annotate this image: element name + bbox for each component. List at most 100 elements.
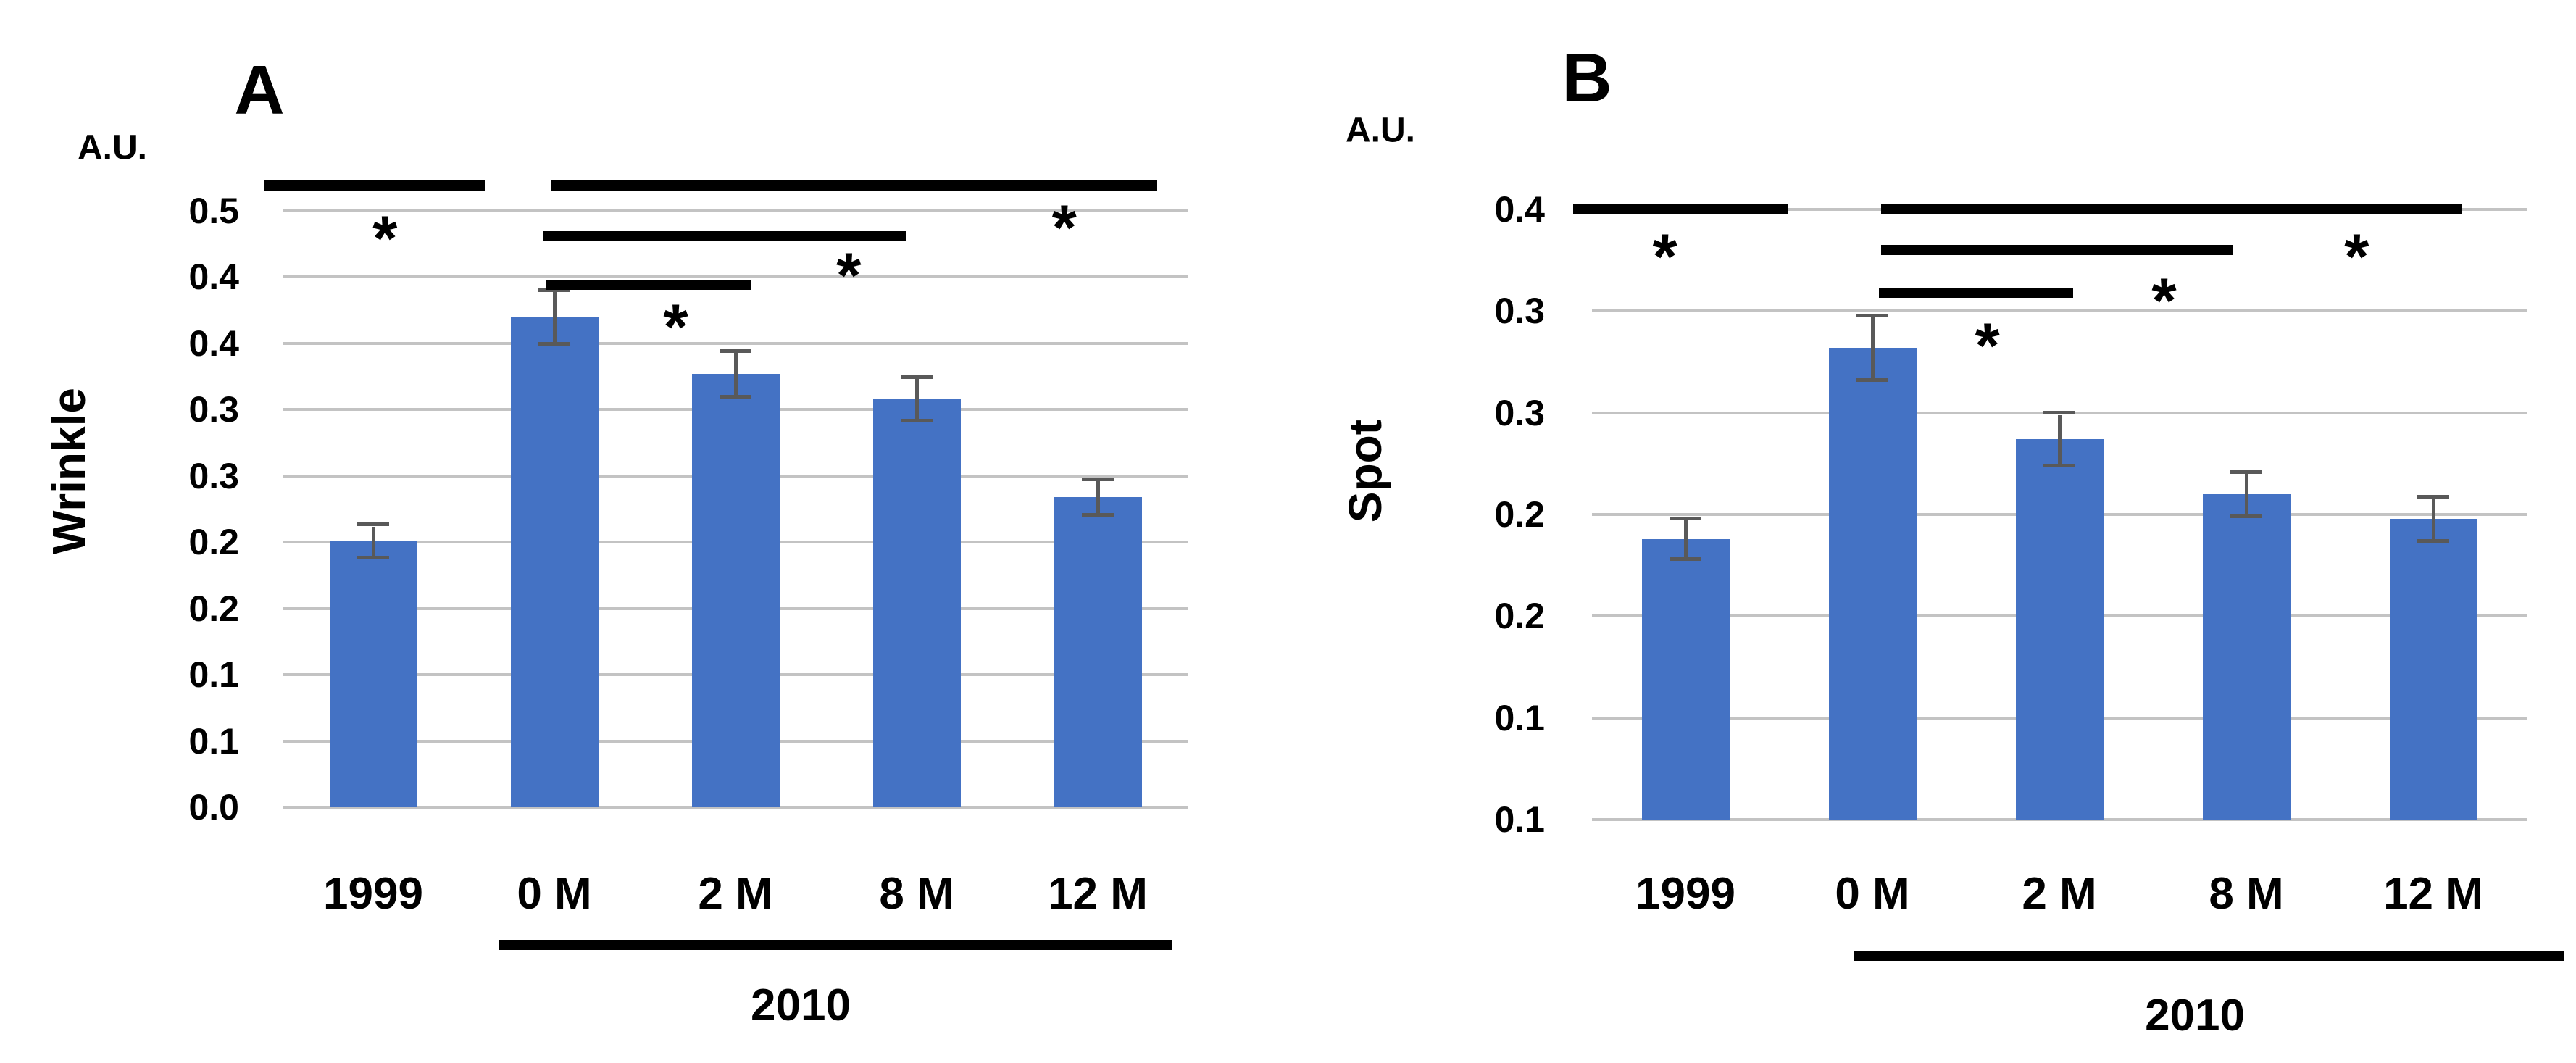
significance-bar xyxy=(264,180,485,191)
y-tick-label: 0.2 xyxy=(1494,494,1545,535)
error-bar-cap-top xyxy=(901,375,933,379)
x-category-label: 8 M xyxy=(2209,869,2284,919)
error-bar-line xyxy=(2245,474,2248,514)
x-category-label: 12 M xyxy=(2383,869,2483,919)
error-bar-cap-top xyxy=(1856,314,1888,317)
bar-8m xyxy=(873,399,961,807)
x-category-label: 2 M xyxy=(698,869,773,919)
bar-2m xyxy=(2016,439,2104,820)
panel-title-a: A xyxy=(234,51,285,129)
bar-1999 xyxy=(1642,539,1730,820)
gridline xyxy=(283,275,1188,278)
error-bar-cap-top xyxy=(1082,478,1114,481)
x-category-label: 2 M xyxy=(2022,869,2097,919)
plot-area-a xyxy=(264,180,1188,809)
error-bar-cap-bottom xyxy=(2230,514,2262,518)
significance-star: * xyxy=(2151,264,2177,337)
y-tick-label: 0.5 xyxy=(188,191,239,231)
significance-star: * xyxy=(663,291,688,363)
error-bar-line xyxy=(1684,520,1688,557)
significance-bar xyxy=(1881,204,2462,214)
y-tick-label: 0.1 xyxy=(188,720,239,762)
y-tick-label: 0.4 xyxy=(188,322,239,364)
y-tick-label: 0.1 xyxy=(1494,697,1545,738)
bar-2m xyxy=(692,374,780,807)
y-tick-label: 0.2 xyxy=(188,522,239,563)
panel-title-b: B xyxy=(1562,39,1612,117)
x-category-label: 0 M xyxy=(517,869,592,919)
gridline xyxy=(283,342,1188,345)
error-bar-line xyxy=(915,379,919,419)
bar-0m xyxy=(1829,348,1917,820)
group-underline-b xyxy=(1854,951,2564,961)
group-year-label-b: 2010 xyxy=(2145,991,2246,1041)
error-bar-cap-top xyxy=(357,522,389,526)
error-bar-cap-bottom xyxy=(2043,464,2075,467)
significance-star: * xyxy=(1652,220,1677,292)
error-bar-cap-top xyxy=(1670,517,1701,520)
y-tick-label: 0.0 xyxy=(188,787,239,828)
gridline xyxy=(1592,818,2527,821)
error-bar-cap-top xyxy=(2230,470,2262,474)
error-bar-cap-top xyxy=(2043,411,2075,414)
bar-0m xyxy=(511,317,599,807)
error-bar-cap-bottom xyxy=(1082,513,1114,517)
gridline xyxy=(283,209,1188,212)
x-category-label: 8 M xyxy=(879,869,954,919)
error-bar-line xyxy=(2432,499,2435,539)
error-bar-cap-bottom xyxy=(720,395,751,399)
axis-unit-label-a: A.U. xyxy=(78,128,147,167)
significance-star: * xyxy=(1975,309,2000,381)
y-tick-label: 0.2 xyxy=(1494,596,1545,637)
error-bar-cap-bottom xyxy=(357,556,389,559)
gridline xyxy=(1592,309,2527,312)
gridline xyxy=(283,806,1188,809)
error-bar-line xyxy=(734,352,738,395)
y-tick-label: 0.4 xyxy=(188,257,239,298)
y-tick-label: 0.3 xyxy=(188,455,239,496)
x-category-label: 12 M xyxy=(1048,869,1148,919)
group-underline-a xyxy=(499,940,1172,950)
bar-8m xyxy=(2203,494,2291,820)
significance-bar xyxy=(551,180,1157,191)
significance-star: * xyxy=(836,238,862,311)
y-tick-label: 0.1 xyxy=(188,654,239,696)
error-bar-line xyxy=(553,292,557,342)
plot-area-b xyxy=(1573,204,2527,821)
error-bar-line xyxy=(1871,317,1875,378)
error-bar-line xyxy=(372,527,375,556)
significance-bar xyxy=(1573,204,1788,214)
x-category-label: 1999 xyxy=(1635,869,1735,919)
error-bar-cap-bottom xyxy=(2417,539,2449,543)
error-bar-cap-top xyxy=(2417,495,2449,499)
group-year-label-a: 2010 xyxy=(751,980,851,1030)
significance-star: * xyxy=(2344,220,2369,292)
y-tick-label: 0.1 xyxy=(1494,799,1545,840)
error-bar-cap-bottom xyxy=(1670,557,1701,561)
error-bar-cap-bottom xyxy=(1856,378,1888,382)
error-bar-line xyxy=(1096,481,1100,513)
significance-bar xyxy=(543,231,906,241)
axis-unit-label-b: A.U. xyxy=(1346,111,1415,150)
bar-12m xyxy=(2390,519,2477,820)
error-bar-cap-top xyxy=(538,288,570,292)
bar-1999 xyxy=(330,541,417,807)
y-tick-label: 0.3 xyxy=(188,389,239,430)
significance-star: * xyxy=(372,201,398,274)
significance-bar xyxy=(546,280,751,290)
significance-bar xyxy=(1879,288,2073,298)
error-bar-cap-top xyxy=(720,349,751,353)
significance-bar xyxy=(1881,245,2233,255)
x-category-label: 1999 xyxy=(323,869,423,919)
x-category-label: 0 M xyxy=(1835,869,1910,919)
y-tick-label: 0.3 xyxy=(1494,291,1545,332)
bar-12m xyxy=(1054,497,1142,807)
y-tick-label: 0.4 xyxy=(1494,189,1545,230)
error-bar-cap-bottom xyxy=(538,342,570,346)
error-bar-cap-bottom xyxy=(901,419,933,422)
y-tick-label: 0.2 xyxy=(188,588,239,629)
error-bar-line xyxy=(2058,415,2062,464)
